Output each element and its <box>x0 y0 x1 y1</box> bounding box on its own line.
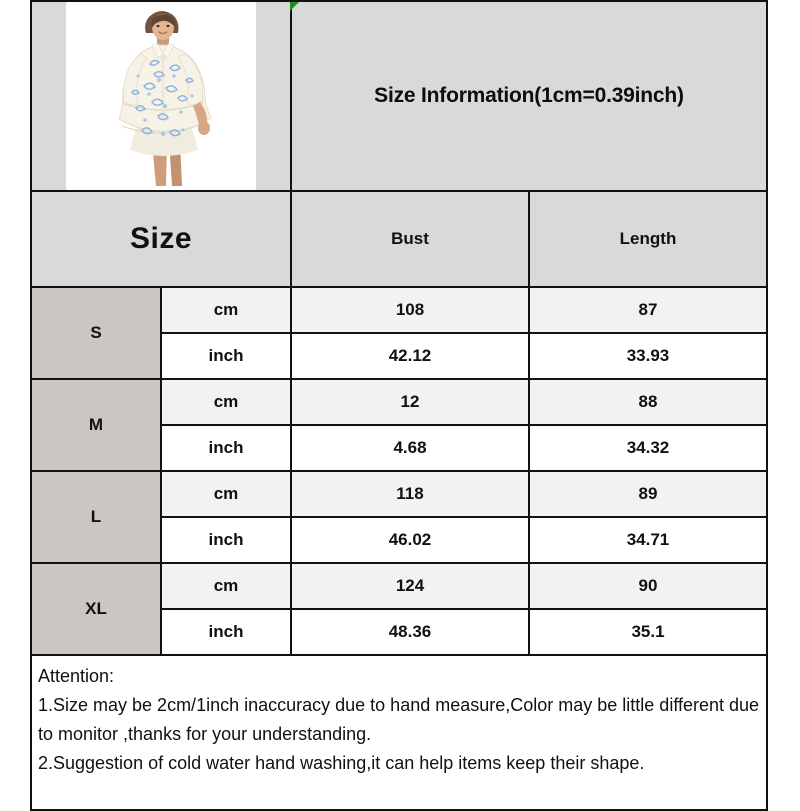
table-row: inch 4.68 34.32 <box>31 424 768 472</box>
cell-length-cm-m: 88 <box>528 378 768 426</box>
corner-marker-icon <box>290 2 299 11</box>
product-image <box>66 2 256 188</box>
table-row: L cm 118 89 <box>30 470 768 564</box>
cell-length-inch-s: 33.93 <box>528 332 768 380</box>
unit-inch: inch <box>160 424 292 472</box>
cell-length-inch-m: 34.32 <box>528 424 768 472</box>
size-label-m: M <box>30 378 162 472</box>
attention-heading: Attention: <box>38 666 115 686</box>
unit-cm: cm <box>160 286 292 334</box>
table-row: inch 42.12 33.93 <box>31 332 768 380</box>
size-table: Size Bust Length S cm 108 87 inch 42.12 … <box>30 190 768 656</box>
attention-block: Attention: 1.Size may be 2cm/1inch inacc… <box>30 656 768 811</box>
unit-cm: cm <box>160 378 292 426</box>
cell-length-inch-l: 34.71 <box>528 516 768 564</box>
cell-bust-inch-m: 4.68 <box>290 424 530 472</box>
cell-length-cm-s: 87 <box>528 286 768 334</box>
cell-bust-inch-xl: 48.36 <box>290 608 530 656</box>
header-size: Size <box>30 190 292 288</box>
cell-bust-inch-s: 42.12 <box>290 332 530 380</box>
table-row: inch 46.02 34.71 <box>31 516 768 564</box>
header-length: Length <box>528 190 768 288</box>
unit-cm: cm <box>160 470 292 518</box>
product-image-cell <box>32 2 292 190</box>
table-row: XL cm 124 90 <box>30 562 768 656</box>
banner-title-cell: Size Information(1cm=0.39inch) <box>292 2 766 190</box>
unit-inch: inch <box>160 608 292 656</box>
size-label-l: L <box>30 470 162 564</box>
header-bust: Bust <box>290 190 530 288</box>
cell-length-cm-xl: 90 <box>528 562 768 610</box>
unit-inch: inch <box>160 516 292 564</box>
cell-bust-cm-xl: 124 <box>290 562 530 610</box>
cell-length-cm-l: 89 <box>528 470 768 518</box>
table-row: S cm 108 87 <box>30 286 768 380</box>
table-header-row: Size Bust Length <box>30 190 768 288</box>
attention-note-1: 1.Size may be 2cm/1inch inaccuracy due t… <box>38 695 760 744</box>
unit-cm: cm <box>160 562 292 610</box>
page-title: Size Information(1cm=0.39inch) <box>374 84 684 107</box>
cell-bust-cm-s: 108 <box>290 286 530 334</box>
size-chart-sheet: Size Information(1cm=0.39inch) Size Bust… <box>30 0 768 811</box>
chart-banner: Size Information(1cm=0.39inch) <box>30 0 768 190</box>
product-photo-panel <box>66 2 256 190</box>
table-row: M cm 12 88 <box>30 378 768 472</box>
size-label-s: S <box>30 286 162 380</box>
cell-bust-inch-l: 46.02 <box>290 516 530 564</box>
cell-length-inch-xl: 35.1 <box>528 608 768 656</box>
cell-bust-cm-m: 12 <box>290 378 530 426</box>
table-row: inch 48.36 35.1 <box>31 608 768 656</box>
size-label-xl: XL <box>30 562 162 656</box>
attention-note-2: 2.Suggestion of cold water hand washing,… <box>38 753 645 773</box>
cell-bust-cm-l: 118 <box>290 470 530 518</box>
unit-inch: inch <box>160 332 292 380</box>
